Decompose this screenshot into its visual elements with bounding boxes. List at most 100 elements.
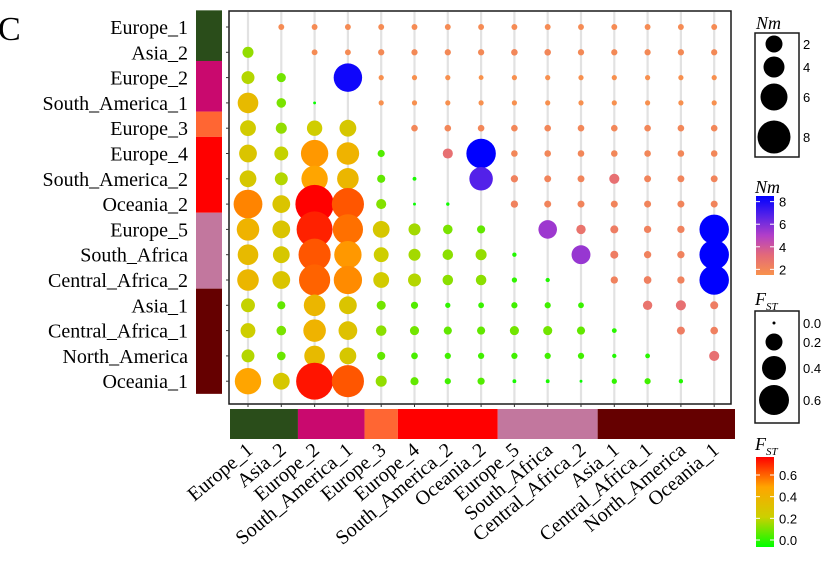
nm-bubble — [478, 24, 485, 30]
fst-bubble — [296, 211, 333, 248]
nm-bubble — [444, 49, 451, 56]
fst-size-legend-bubble — [772, 321, 776, 325]
nm-bubble — [645, 75, 651, 81]
nm-bubble — [578, 100, 584, 106]
nm-bubble — [538, 220, 557, 239]
fst-bubble — [545, 277, 550, 283]
nm-bubble — [469, 167, 493, 191]
fst-color-label: 0.0 — [779, 533, 797, 548]
nm-bubble — [510, 200, 519, 208]
fst-bubble — [234, 368, 262, 395]
fst-bubble — [339, 119, 357, 137]
fst-color-label: 0.6 — [779, 468, 797, 483]
fst-bubble — [377, 174, 386, 183]
fst-bubble — [272, 372, 290, 390]
nm-bubble — [677, 225, 685, 234]
nm-bubble — [344, 49, 351, 56]
fst-size-legend-label: 0.0 — [803, 316, 821, 331]
y-label: Central_Africa_1 — [48, 321, 188, 343]
y-label: Europe_5 — [110, 219, 188, 241]
nm-bubble — [645, 100, 651, 106]
nm-bubble — [710, 326, 719, 335]
fst-bubble — [237, 92, 259, 114]
nm-bubble — [544, 24, 551, 30]
nm-bubble — [545, 100, 551, 106]
fst-bubble — [236, 218, 260, 241]
fst-bubble — [410, 377, 419, 386]
fst-color-label: 0.2 — [779, 511, 797, 526]
fst-bubble — [412, 176, 417, 181]
fst-bubble — [300, 139, 329, 168]
nm-bubble — [577, 175, 585, 183]
nm-bubble — [578, 24, 584, 30]
nm-bubble — [445, 75, 451, 81]
fst-bubble — [477, 326, 486, 335]
nm-bubble — [609, 173, 620, 184]
bottom-group-color-strip — [230, 409, 735, 439]
y-label: South_America_1 — [42, 93, 188, 115]
y-label: North_America — [62, 346, 188, 368]
nm-bubble — [466, 138, 496, 169]
nm-bubble — [578, 75, 584, 81]
fst-bubble — [239, 170, 257, 188]
fst-bubble — [477, 377, 485, 385]
nm-bubble — [378, 24, 385, 30]
fst-bubble — [544, 302, 551, 309]
fst-bubble — [478, 302, 484, 309]
y-label: South_Africa — [80, 245, 188, 267]
nm-bubble — [544, 49, 551, 56]
fst-bubble — [377, 149, 385, 158]
fst-bubble — [242, 46, 254, 58]
fst-bubble — [375, 325, 387, 336]
fst-bubble — [409, 326, 420, 336]
nm-bubble — [311, 24, 318, 30]
fst-bubble — [376, 300, 386, 310]
nm-bubble — [611, 124, 618, 132]
fst-bubble — [296, 362, 334, 400]
fst-bubble — [274, 146, 289, 161]
nm-bubble — [544, 124, 551, 132]
bottom-strip-group-2 — [364, 409, 398, 439]
nm-bubble — [333, 63, 363, 92]
nm-size-legend-label: 8 — [803, 130, 810, 145]
fst-bubble — [413, 202, 416, 206]
nm-bubble — [644, 49, 651, 56]
nm-bubble — [677, 200, 685, 208]
fst-bubble — [276, 351, 286, 361]
nm-bubble — [378, 100, 384, 106]
left-strip-group-4 — [196, 212, 222, 289]
fst-bubble — [442, 249, 454, 260]
bottom-strip-group-4 — [497, 409, 598, 439]
fst-bubble — [445, 302, 451, 308]
nm-bubble — [699, 265, 729, 295]
fst-bubble — [272, 246, 290, 264]
left-strip-group-2 — [196, 111, 222, 137]
fst-bubble — [442, 274, 454, 286]
nm-bubble — [611, 75, 617, 81]
fst-bubble — [373, 272, 390, 288]
nm-bubble — [611, 24, 618, 30]
left-strip-group-1 — [196, 60, 222, 112]
fst-bubble — [644, 378, 651, 385]
nm-bubble — [577, 124, 585, 132]
nm-size-legend-bubble — [765, 35, 783, 53]
fst-bubble — [333, 265, 363, 295]
nm-bubble — [477, 124, 485, 132]
nm-bubble — [577, 200, 585, 208]
fst-bubble — [241, 298, 255, 313]
fst-bubble — [276, 98, 287, 108]
fst-size-legend-bubble — [762, 356, 786, 380]
fst-bubble — [336, 142, 360, 165]
y-label: Europe_4 — [110, 144, 188, 166]
fst-bubble — [511, 352, 518, 360]
nm-bubble — [510, 175, 519, 183]
nm-bubble — [611, 150, 618, 157]
y-label: Europe_2 — [110, 68, 188, 90]
bubbles — [233, 24, 729, 400]
left-group-color-strip — [196, 10, 222, 394]
fst-color-label: 0.4 — [779, 490, 797, 505]
y-label: Central_Africa_2 — [48, 270, 188, 292]
fst-bubble — [411, 352, 418, 360]
nm-bubble — [611, 49, 618, 56]
